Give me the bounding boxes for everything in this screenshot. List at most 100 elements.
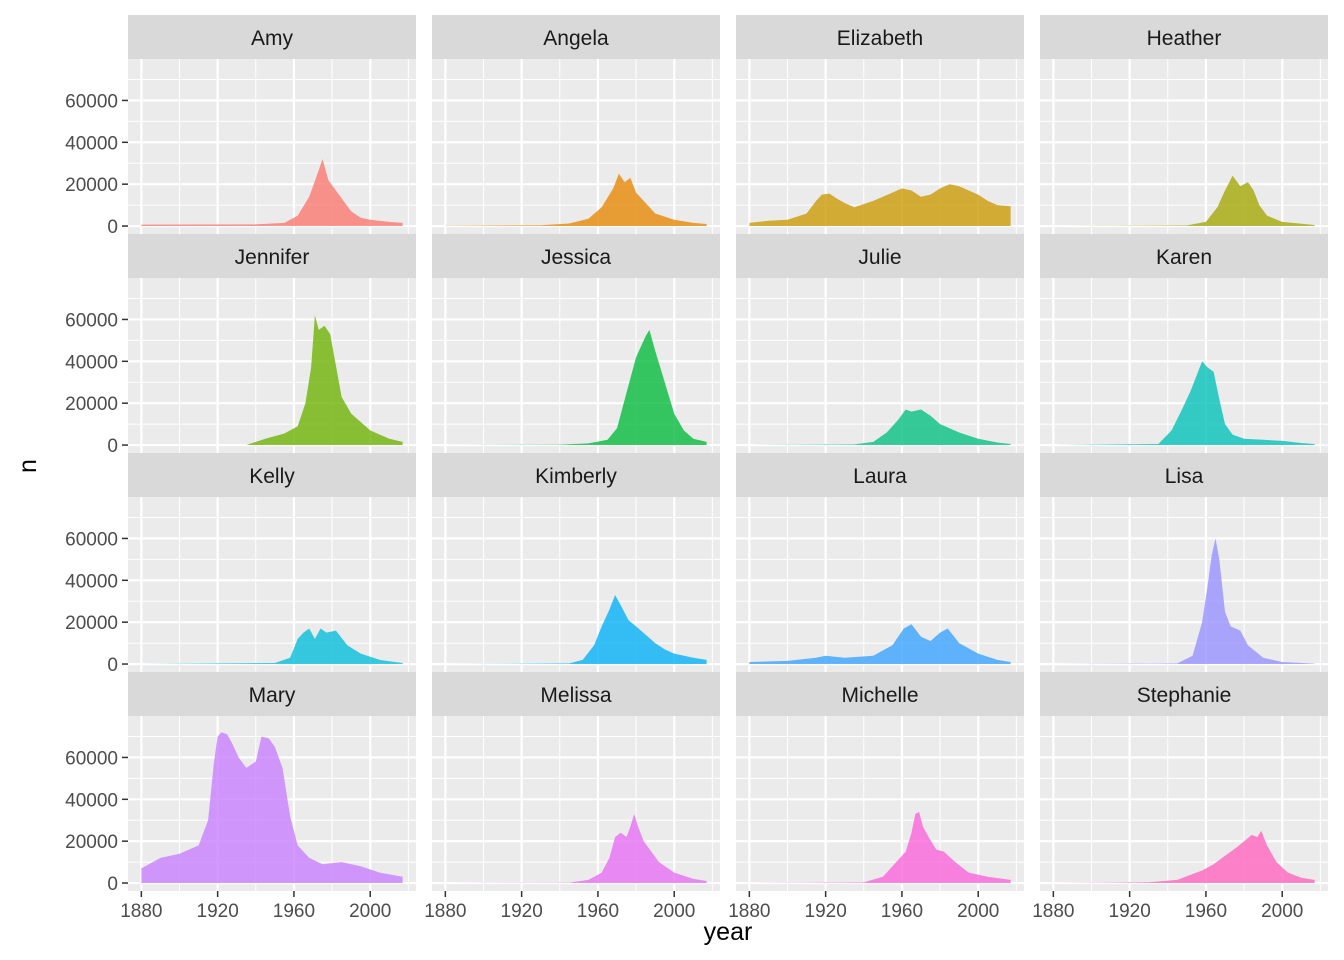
x-tick-label: 2000	[1261, 901, 1303, 922]
area-series-laura	[749, 624, 1011, 664]
strip-label: Angela	[543, 27, 609, 50]
area-series-jennifer	[141, 315, 403, 445]
facet-amy: Amy	[128, 15, 416, 234]
strip-background	[432, 15, 720, 59]
strip-background	[128, 15, 416, 59]
area-series-melissa	[445, 814, 707, 883]
area-series-elizabeth	[749, 184, 1011, 226]
x-tick-label: 1880	[728, 901, 770, 922]
x-tick-label: 1960	[881, 901, 923, 922]
y-tick-label: 20000	[65, 175, 118, 196]
panel-background	[736, 278, 1024, 453]
facet-stephanie: Stephanie	[1040, 672, 1328, 891]
panel-background	[432, 497, 720, 672]
strip-label: Kelly	[249, 465, 295, 488]
panel-background	[128, 497, 416, 672]
facet-melissa: Melissa	[432, 672, 720, 891]
panel-background	[1040, 497, 1328, 672]
facet-mary: Mary	[128, 672, 416, 891]
area-series-karen	[1053, 361, 1315, 445]
panel-background	[736, 497, 1024, 672]
facet-lisa: Lisa	[1040, 453, 1328, 672]
facet-julie: Julie	[736, 234, 1024, 453]
panel-background	[432, 716, 720, 891]
area-series-julie	[749, 409, 1011, 445]
area-series-mary	[141, 732, 403, 883]
facet-kimberly: Kimberly	[432, 453, 720, 672]
x-tick-label: 1880	[1032, 901, 1074, 922]
x-tick-label: 1920	[501, 901, 543, 922]
x-tick-label: 1920	[805, 901, 847, 922]
axes: 0200004000060000020000400006000002000040…	[65, 91, 1303, 922]
strip-label: Michelle	[841, 684, 918, 707]
strip-background	[432, 453, 720, 497]
strip-label: Jennifer	[235, 246, 310, 269]
x-tick-label: 1880	[424, 901, 466, 922]
x-tick-label: 1960	[577, 901, 619, 922]
strip-background	[1040, 234, 1328, 278]
strip-background	[128, 453, 416, 497]
x-tick-label: 1920	[1109, 901, 1151, 922]
area-series-kelly	[141, 628, 403, 664]
area-series-jessica	[445, 329, 707, 445]
x-tick-label: 2000	[349, 901, 391, 922]
x-tick-label: 1960	[273, 901, 315, 922]
y-tick-label: 20000	[65, 394, 118, 415]
strip-label: Jessica	[541, 246, 611, 269]
strip-background	[128, 234, 416, 278]
strip-label: Julie	[858, 246, 901, 269]
x-axis-title: year	[704, 918, 753, 946]
area-series-amy	[141, 159, 403, 226]
area-series-heather	[1053, 175, 1315, 226]
strip-label: Stephanie	[1137, 684, 1232, 707]
strip-background	[432, 672, 720, 716]
panel-background	[128, 59, 416, 234]
panel-background	[736, 716, 1024, 891]
strip-label: Amy	[251, 27, 294, 50]
area-series-kimberly	[445, 595, 707, 664]
area-series-michelle	[749, 811, 1011, 883]
panel-background	[432, 59, 720, 234]
panel-background	[128, 278, 416, 453]
y-tick-label: 0	[107, 874, 118, 895]
strip-background	[1040, 15, 1328, 59]
strip-background	[128, 672, 416, 716]
strip-background	[1040, 453, 1328, 497]
strip-background	[736, 15, 1024, 59]
facet-angela: Angela	[432, 15, 720, 234]
y-tick-label: 0	[107, 217, 118, 238]
strip-label: Elizabeth	[837, 27, 923, 50]
facet-michelle: Michelle	[736, 672, 1024, 891]
x-tick-label: 1880	[120, 901, 162, 922]
facet-panels: Amy Angela Elizabeth Heather Jennifer Jessica…	[128, 15, 1328, 891]
strip-label: Laura	[853, 465, 907, 488]
y-tick-label: 60000	[65, 310, 118, 331]
area-series-stephanie	[1053, 830, 1315, 883]
facet-karen: Karen	[1040, 234, 1328, 453]
facet-laura: Laura	[736, 453, 1024, 672]
y-tick-label: 60000	[65, 529, 118, 550]
strip-background	[736, 672, 1024, 716]
facet-elizabeth: Elizabeth	[736, 15, 1024, 234]
area-series-angela	[445, 173, 707, 226]
y-tick-label: 40000	[65, 133, 118, 154]
facet-jennifer: Jennifer	[128, 234, 416, 453]
y-axis-title: n	[14, 459, 42, 473]
x-tick-label: 2000	[957, 901, 999, 922]
strip-label: Heather	[1147, 27, 1222, 50]
y-tick-label: 20000	[65, 613, 118, 634]
facet-jessica: Jessica	[432, 234, 720, 453]
strip-background	[432, 234, 720, 278]
y-tick-label: 20000	[65, 832, 118, 853]
y-tick-label: 60000	[65, 748, 118, 769]
facet-kelly: Kelly	[128, 453, 416, 672]
y-tick-label: 40000	[65, 571, 118, 592]
x-tick-label: 2000	[653, 901, 695, 922]
y-tick-label: 40000	[65, 790, 118, 811]
x-tick-label: 1920	[197, 901, 239, 922]
y-tick-label: 60000	[65, 91, 118, 112]
strip-label: Karen	[1156, 246, 1212, 269]
panel-background	[1040, 716, 1328, 891]
strip-background	[1040, 672, 1328, 716]
